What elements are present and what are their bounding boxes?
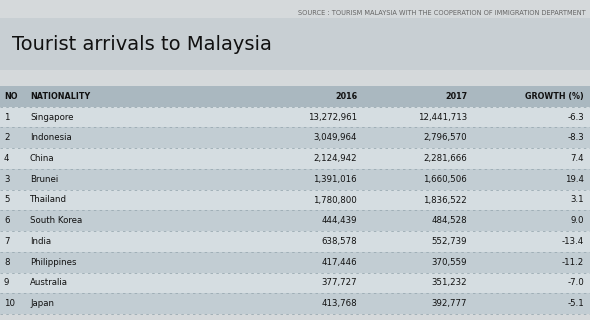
Bar (0, 148, 590, 169)
Text: -5.1: -5.1 (567, 299, 584, 308)
Text: Singapore: Singapore (30, 113, 74, 122)
Bar (0, 86, 590, 107)
Text: 417,446: 417,446 (322, 258, 357, 267)
Text: 377,727: 377,727 (322, 278, 357, 287)
Text: -8.3: -8.3 (567, 133, 584, 142)
Text: Philippines: Philippines (30, 258, 77, 267)
Text: NO: NO (4, 92, 18, 101)
Text: SOURCE : TOURISM MALAYSIA WITH THE COOPERATION OF IMMIGRATION DEPARTMENT: SOURCE : TOURISM MALAYSIA WITH THE COOPE… (299, 10, 586, 16)
Text: 1: 1 (4, 113, 9, 122)
Text: -6.3: -6.3 (567, 113, 584, 122)
Text: 2016: 2016 (335, 92, 357, 101)
Text: -11.2: -11.2 (562, 258, 584, 267)
Text: 1,780,800: 1,780,800 (313, 196, 357, 204)
Bar (0, 273, 590, 293)
Text: 3.1: 3.1 (571, 196, 584, 204)
Text: GROWTH (%): GROWTH (%) (525, 92, 584, 101)
Bar (0, 18, 590, 70)
Text: South Korea: South Korea (30, 216, 82, 225)
Text: 2,796,570: 2,796,570 (424, 133, 467, 142)
Text: 3,049,964: 3,049,964 (313, 133, 357, 142)
Text: 444,439: 444,439 (322, 216, 357, 225)
Text: 370,559: 370,559 (431, 258, 467, 267)
Text: 19.4: 19.4 (565, 175, 584, 184)
Text: 413,768: 413,768 (322, 299, 357, 308)
Text: -13.4: -13.4 (562, 237, 584, 246)
Text: 2,124,942: 2,124,942 (313, 154, 357, 163)
Bar (0, 107, 590, 127)
Text: 392,777: 392,777 (431, 299, 467, 308)
Text: Indonesia: Indonesia (30, 133, 72, 142)
Text: 351,232: 351,232 (431, 278, 467, 287)
Text: Tourist arrivals to Malaysia: Tourist arrivals to Malaysia (12, 35, 272, 53)
Text: 9: 9 (4, 278, 9, 287)
Text: 552,739: 552,739 (431, 237, 467, 246)
Bar (0, 169, 590, 190)
Bar (0, 190, 590, 210)
Text: 5: 5 (4, 196, 9, 204)
Text: 2017: 2017 (445, 92, 467, 101)
Text: 1,660,506: 1,660,506 (423, 175, 467, 184)
Text: 4: 4 (4, 154, 9, 163)
Text: -7.0: -7.0 (567, 278, 584, 287)
Text: 2,281,666: 2,281,666 (423, 154, 467, 163)
Text: Brunei: Brunei (30, 175, 58, 184)
Text: Japan: Japan (30, 299, 54, 308)
Text: 9.0: 9.0 (571, 216, 584, 225)
Text: 13,272,961: 13,272,961 (308, 113, 357, 122)
Text: Thailand: Thailand (30, 196, 67, 204)
Text: India: India (30, 237, 51, 246)
Bar (0, 210, 590, 231)
Text: Australia: Australia (30, 278, 68, 287)
Text: 12,441,713: 12,441,713 (418, 113, 467, 122)
Text: 8: 8 (4, 258, 9, 267)
Text: China: China (30, 154, 55, 163)
Text: 484,528: 484,528 (431, 216, 467, 225)
Bar (0, 127, 590, 148)
Text: 7.4: 7.4 (571, 154, 584, 163)
Text: 7: 7 (4, 237, 9, 246)
Text: 638,578: 638,578 (322, 237, 357, 246)
Text: 3: 3 (4, 175, 9, 184)
Text: 1,836,522: 1,836,522 (423, 196, 467, 204)
Text: 6: 6 (4, 216, 9, 225)
Bar (0, 231, 590, 252)
Bar (0, 252, 590, 273)
Text: 10: 10 (4, 299, 15, 308)
Text: 1,391,016: 1,391,016 (313, 175, 357, 184)
Bar (0, 293, 590, 314)
Text: NATIONALITY: NATIONALITY (30, 92, 90, 101)
Text: 2: 2 (4, 133, 9, 142)
